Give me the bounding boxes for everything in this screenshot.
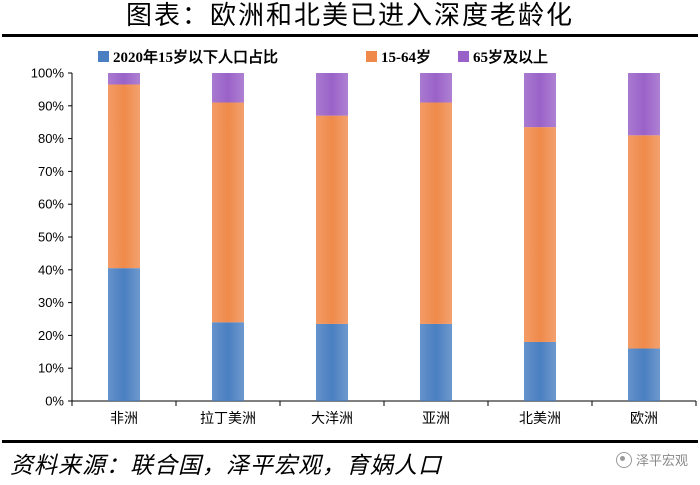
x-category-label: 欧洲 (630, 411, 658, 427)
watermark-text: 泽平宏观 (635, 454, 688, 469)
y-tick-label: 100% (31, 66, 65, 81)
bar-segment (212, 73, 244, 103)
bar-segment (628, 135, 660, 349)
y-tick-label: 30% (38, 295, 64, 310)
bar-segment (524, 127, 556, 342)
watermark: 泽平宏观 (615, 450, 688, 469)
y-tick-label: 40% (38, 262, 64, 277)
y-tick-label: 70% (38, 164, 64, 179)
x-category-label: 拉丁美洲 (200, 411, 256, 427)
x-category-label: 亚洲 (422, 411, 450, 427)
y-tick-label: 20% (38, 328, 64, 343)
wechat-icon (615, 451, 632, 468)
stacked-bar-chart: 0% 10% 20% 30% 40% 50% 60% 70% 80% 90% 100% 非洲 拉丁美洲 大… (31, 48, 697, 427)
bar-segment (212, 322, 244, 401)
legend-label: 15-64岁 (381, 48, 431, 66)
bar-segment (524, 341, 556, 401)
bar-segment (108, 73, 140, 85)
bar-segment (316, 115, 348, 324)
chart-title: 图表：欧洲和北美已进入深度老龄化 (125, 1, 574, 31)
y-tick-label: 90% (38, 98, 64, 113)
y-tick-label: 50% (38, 230, 64, 245)
bar-segment (420, 73, 452, 103)
bar-segment (108, 84, 140, 269)
bar-segment (108, 268, 140, 401)
x-category-label: 非洲 (110, 411, 138, 427)
x-category-label: 大洋洲 (311, 411, 353, 427)
bar-segment (212, 102, 244, 323)
y-tick-label: 60% (38, 197, 64, 212)
legend-label: 2020年15岁以下人口占比 (113, 48, 278, 66)
bar-segment (628, 73, 660, 136)
bar-segment (628, 348, 660, 401)
legend-swatch (458, 51, 469, 62)
bar-segment (524, 73, 556, 128)
y-tick-label: 80% (38, 131, 64, 146)
y-tick-label: 10% (38, 361, 64, 376)
x-category-label: 北美洲 (519, 411, 561, 427)
legend-swatch (366, 51, 377, 62)
bar-segment (420, 323, 452, 401)
legend-swatch (98, 51, 109, 62)
legend-label: 65岁及以上 (473, 48, 548, 66)
y-tick-label: 0% (45, 394, 64, 409)
bottom-rule (2, 440, 698, 443)
source-note: 资料来源：联合国，泽平宏观，育娲人口 (10, 453, 442, 479)
top-rule (2, 34, 698, 37)
bar-segment (420, 102, 452, 324)
bar-segment (316, 73, 348, 116)
bar-segment (316, 323, 348, 401)
